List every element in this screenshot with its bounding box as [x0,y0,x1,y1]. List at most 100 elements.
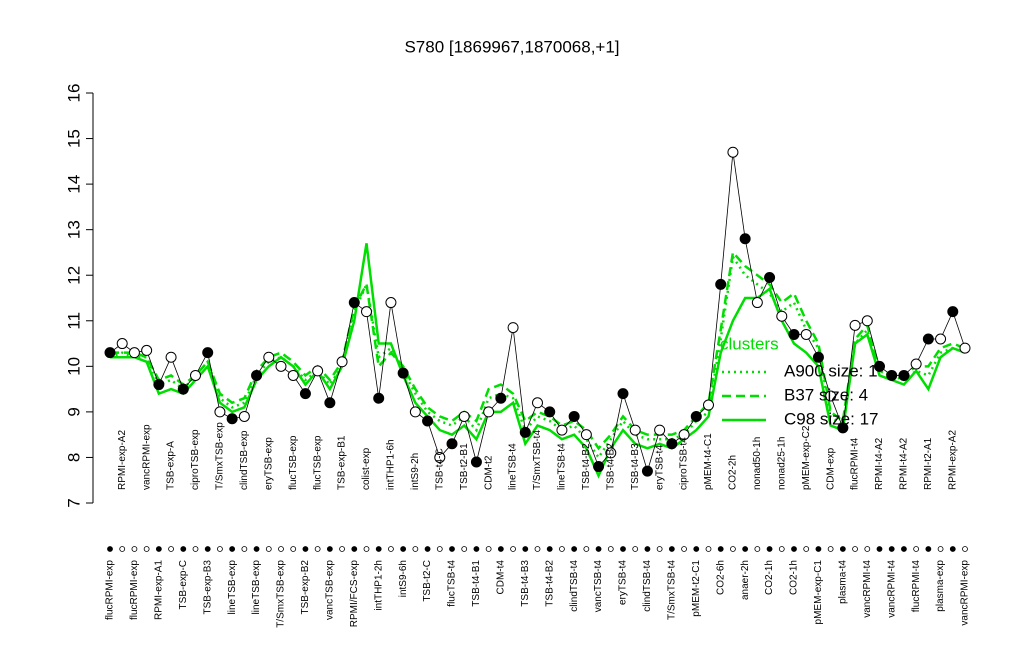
x-tick-label: nonad25-1h [776,437,787,490]
rug-dot [839,546,846,552]
rug-dot [962,546,968,552]
data-point [605,447,617,459]
rug-dot [326,546,333,552]
data-point [287,369,299,381]
x-tick-label: CDM-exp [825,447,836,490]
data-point [483,406,495,418]
legend-title: clusters [720,334,779,353]
data-point [947,306,959,318]
x-tick-label: RPMI-t2-A1 [923,437,934,490]
data-point [837,422,849,434]
x-tick-label: CO2-6h [715,560,726,595]
rug-dot [449,546,455,552]
data-point [874,360,885,372]
x-tick-label: flucTSB-exp [312,435,323,490]
rug-dot [864,546,871,552]
x-tick-label: T/SmxTSB-exp [276,560,287,628]
data-point [128,347,140,359]
rug-dot [265,546,272,552]
rug-dot [742,546,749,552]
rug-dot [595,546,602,552]
rug-dot [253,546,260,552]
x-tick-label: TSB-t4-B3 [630,443,641,490]
data-point [238,410,250,422]
x-tick-label: flucRPMI-exp [129,560,140,620]
data-point [532,397,543,409]
x-tick-label: CO2-2h [728,455,739,490]
rug-dot [705,546,712,552]
x-tick-label: colist-exp [361,447,372,490]
data-point [275,360,287,372]
rug-dot [534,546,541,552]
y-tick-label: 13 [64,220,83,239]
data-point [470,456,482,468]
data-point [263,351,275,363]
data-point [617,388,629,400]
data-point [727,146,739,158]
x-tick-label: TSB-exp-B1 [337,435,348,490]
chart-title: S780 [1869967,1870068,+1] [404,37,619,56]
rug-dot [473,546,480,552]
x-tick-label: TSB-exp-C [178,560,189,609]
rug-dot [339,546,345,552]
rug-dot [497,546,504,552]
x-tick-label: eryTSB-t4 [654,445,665,490]
data-point [348,297,360,309]
data-point [593,461,605,473]
rug-dot [913,546,920,552]
rug-dot [180,546,187,552]
rug-dot [730,546,736,552]
rug-dot [681,546,687,552]
data-point [861,315,873,327]
x-tick-label: clindTSB-t4 [569,560,580,612]
x-tick-label: nonad50-1h [752,437,763,490]
data-point [922,333,934,345]
x-tick-label: CO2-1h [789,560,800,595]
rug-dot [852,546,858,552]
rug-dot [278,546,284,552]
y-tick-label: 14 [64,175,83,194]
rug-dot [546,546,553,552]
rug-dot [107,546,113,552]
data-point [422,415,434,427]
data-point [299,388,311,400]
rug-dot [241,546,248,552]
x-tick-label: lineTSB-t4 [508,443,519,490]
data-point [177,383,189,395]
x-tick-label: clindTSB-exp [239,430,250,490]
x-tick-label: eryTSB-exp [263,437,274,490]
rug-dot [559,546,565,552]
data-point [556,424,568,436]
data-point [544,406,556,418]
x-tick-label: vancRPMI-exp [141,424,152,490]
legend-label: B37 size: 4 [784,385,868,404]
legend-label: C98 size: 17 [784,409,879,428]
x-tick-label: vancRPMI-exp [960,560,971,626]
data-point [641,465,653,477]
x-tick-label: vancRPMI-t4 [886,560,897,618]
rug-dot [314,546,321,552]
legend-label: A900 size: 1 [784,361,878,380]
x-tick-label: flucRPMI-t4 [911,560,922,613]
data-point [507,322,519,334]
data-point [495,392,507,404]
x-tick-label: RPMI-t4-A2 [899,437,910,490]
x-tick-label: intTHP1-6h [386,439,397,490]
data-point [800,328,812,340]
data-point [703,399,714,411]
rug-dot [632,546,639,552]
rug-dot [876,546,883,552]
data-point [959,342,971,354]
x-tick-label: vancTSB-exp [324,560,335,620]
data-point [629,424,641,436]
rug-dot [461,546,468,552]
x-tick-label: pMEM-t4-C1 [703,433,714,490]
x-tick-label: pMEM-exp-C2 [801,425,812,490]
data-point [886,369,898,381]
x-tick-label: pMEM-exp-C1 [813,560,824,625]
data-point [519,426,531,438]
data-point [336,356,348,368]
y-tick-label: 9 [64,407,83,416]
rug-dot [388,546,394,552]
rug-dot [510,546,516,552]
